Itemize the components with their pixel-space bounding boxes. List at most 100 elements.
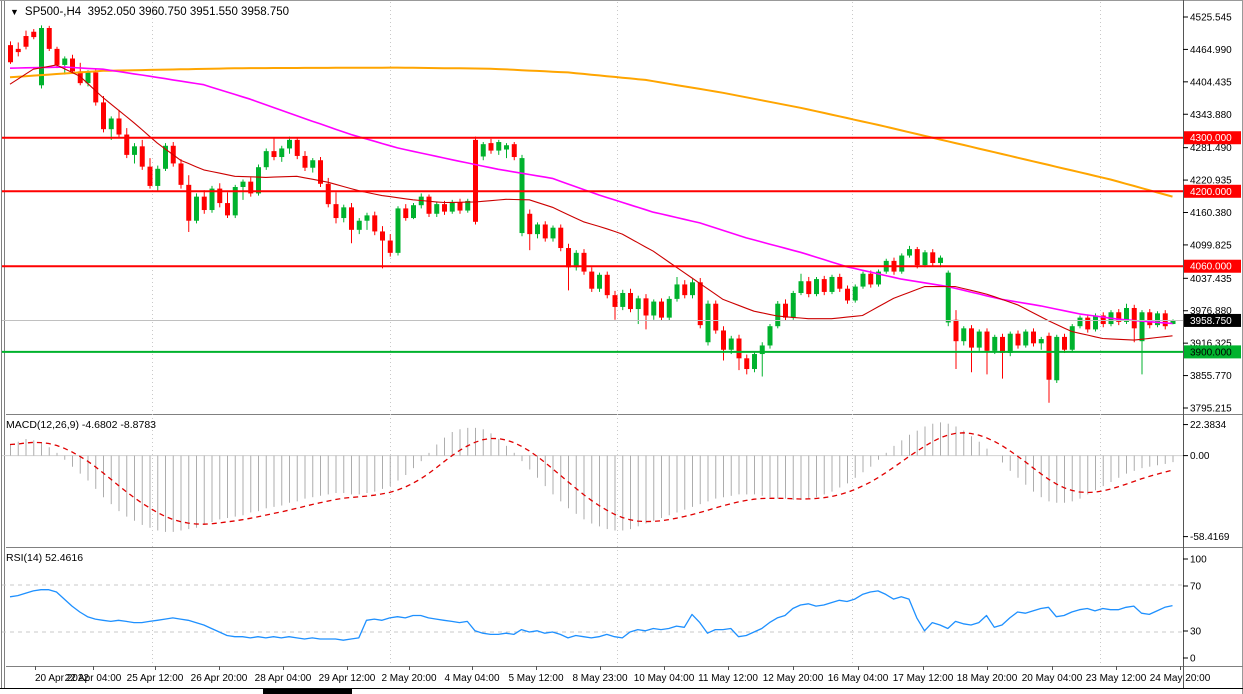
current-price-tag[interactable]: 3958.750 — [1184, 313, 1241, 327]
candle-body — [542, 224, 548, 239]
bottom-edge-segment — [263, 689, 352, 694]
candle-body — [380, 231, 385, 241]
support-tag-3900[interactable]: 3900.000 — [1184, 345, 1241, 359]
candle-body — [325, 183, 331, 205]
candle-body — [899, 255, 905, 272]
candle-body — [341, 207, 347, 219]
ma-slow-orange-line[interactable] — [9, 66, 1173, 198]
candle-body — [163, 145, 168, 169]
resistance-tag-4300[interactable]: 4300.000 — [1184, 131, 1241, 145]
candle-body — [356, 220, 362, 230]
candle-body — [287, 139, 292, 149]
resistance-tag-4060[interactable]: 4060.000 — [1184, 259, 1241, 273]
macd-indicator-label: MACD(12,26,9) -4.6802 -8.8783 — [6, 419, 156, 431]
time-axis-label: 29 Apr 12:00 — [319, 673, 376, 684]
candle-body — [511, 144, 517, 158]
candle-body — [589, 271, 595, 289]
candle-body — [690, 282, 695, 296]
candle-body — [659, 301, 664, 318]
candle-body — [535, 224, 540, 235]
candle-body — [558, 227, 564, 249]
candle-body — [225, 203, 230, 216]
candle-body — [976, 331, 982, 348]
time-axis-label: 20 Apr 2022 — [35, 673, 89, 684]
candle-body — [364, 215, 370, 221]
candle-body — [1139, 312, 1145, 342]
candle-body — [666, 298, 672, 318]
chevron-down-icon[interactable]: ▼ — [10, 7, 19, 17]
candle-body — [876, 271, 881, 285]
candle-body — [263, 151, 269, 168]
candle-body — [783, 303, 788, 318]
candle-body — [604, 274, 610, 296]
price-axis-label: 4220.935 — [1190, 176, 1232, 187]
price-axis-label: 4099.825 — [1190, 240, 1232, 251]
ma-mid-magenta-line[interactable] — [9, 66, 1173, 325]
candle-body — [938, 257, 943, 264]
candle-body — [930, 252, 936, 264]
candle-body — [403, 208, 409, 219]
candle-body — [1147, 312, 1153, 326]
candle-body — [294, 139, 300, 156]
candle-body — [969, 328, 974, 348]
candle-body — [620, 293, 626, 307]
candle-body — [256, 167, 261, 194]
macd-pane — [2, 422, 1183, 532]
candle-body — [713, 303, 719, 331]
candle-body — [186, 184, 192, 221]
price-axis-label: 4464.990 — [1190, 45, 1232, 56]
candle-body — [682, 284, 688, 296]
candle-body — [434, 204, 440, 214]
ma-fast-red-line[interactable] — [9, 64, 1173, 341]
price-axis-label: 4343.880 — [1190, 110, 1232, 121]
candle-body — [449, 201, 455, 212]
candle-body — [868, 273, 874, 285]
candle-body — [829, 276, 835, 292]
resistance-tag-4200-text: 4200.000 — [1190, 187, 1232, 198]
candle-body — [736, 338, 742, 359]
time-axis-label: 18 May 20:00 — [957, 673, 1018, 684]
candle-body — [945, 272, 951, 323]
rsi-axis-label: 70 — [1190, 582, 1202, 593]
candle-body — [457, 201, 463, 211]
candle-body — [1023, 331, 1029, 346]
candle-body — [907, 249, 912, 256]
candle-body — [480, 144, 486, 157]
candle-body — [426, 196, 432, 214]
candle-body — [992, 336, 998, 351]
rsi-line — [9, 589, 1173, 641]
resistance-tag-4300-text: 4300.000 — [1190, 133, 1232, 144]
candle-body — [349, 207, 354, 230]
candle-body — [573, 252, 579, 268]
candle-body — [953, 319, 959, 342]
moving-averages — [9, 64, 1173, 341]
candle-body — [488, 143, 494, 151]
candle-body — [395, 208, 401, 253]
candle-body — [124, 134, 130, 155]
candle-body — [1131, 307, 1137, 329]
price-axis-label: 3916.325 — [1190, 339, 1232, 350]
candle-body — [961, 328, 967, 342]
candle-body — [697, 282, 703, 326]
candle-body — [101, 102, 106, 130]
time-axis-label: 16 May 04:00 — [828, 673, 889, 684]
time-axis-label: 23 May 12:00 — [1086, 673, 1147, 684]
candle-body — [1069, 326, 1075, 350]
candle-body — [860, 273, 866, 287]
candle-body — [984, 331, 990, 351]
rsi-indicator-label: RSI(14) 52.4616 — [6, 552, 84, 564]
macd-axis-label: 0.00 — [1190, 451, 1210, 462]
candle-body — [1054, 336, 1060, 381]
candle-body — [473, 139, 478, 222]
candle-body — [721, 330, 726, 350]
resistance-tag-4200[interactable]: 4200.000 — [1184, 184, 1241, 198]
candle-body — [643, 298, 649, 316]
candle-body — [705, 303, 711, 343]
candle-body — [1062, 336, 1067, 350]
candle-body — [201, 196, 207, 211]
candle-body — [1085, 317, 1091, 330]
price-axis-label: 4160.380 — [1190, 208, 1232, 219]
candle-body — [248, 181, 254, 194]
